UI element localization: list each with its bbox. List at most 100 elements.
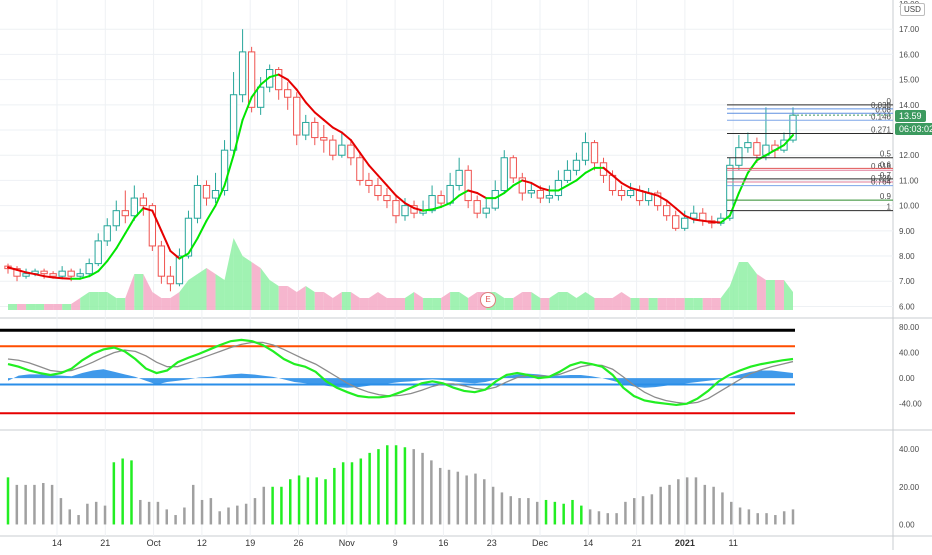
moving-average-segment [413,207,425,212]
candle-body [320,137,328,141]
volume-area [666,298,676,310]
fib-level-label: 0.271 [871,125,892,134]
volume-area [468,292,478,310]
x-tick-label: Nov [339,538,356,548]
candle-body [437,195,445,204]
volume-area [747,262,757,310]
candle-body [563,169,572,181]
currency-badge[interactable]: USD [900,3,925,16]
candle-body [148,205,157,247]
moving-average-segment [638,189,650,195]
candle-body [166,275,175,285]
candle-body [311,121,319,139]
x-tick-label: 14 [52,538,62,548]
candle-body [509,157,517,179]
candle-body [455,169,463,186]
volume-area [35,304,45,310]
price-tick-label: 9.00 [899,227,915,236]
fib-level-label: 1 [887,203,892,212]
moving-average-segment [683,214,695,221]
candle-body [202,184,211,199]
moving-average-segment [674,207,686,217]
moving-average-segment [160,229,172,252]
volume-area [612,292,622,310]
moving-average-segment [647,192,659,197]
moving-average-segment [385,184,397,197]
candle-body [726,164,734,219]
moving-average-segment [710,221,722,224]
moving-average-segment [494,192,506,200]
x-tick-label: 2021 [675,538,695,548]
moving-average-segment [7,266,19,271]
volume-area [648,298,658,310]
moving-average-segment [530,181,542,189]
price-tick-label: 14.00 [899,101,920,110]
candle-body [220,149,229,192]
candle-body [536,190,545,199]
moving-average-segment [25,271,37,276]
moving-average-segment [665,199,677,210]
volume-area [756,274,766,310]
volume-area [386,298,396,310]
moving-average-segment [169,249,181,260]
volume-area [269,280,279,310]
moving-average-segment [349,139,361,154]
moving-average-segment [34,273,46,278]
oscillator-histogram [8,369,793,388]
volume-area [441,292,451,310]
moving-average-segment [196,219,208,240]
candle-body [753,142,761,156]
candle-body [112,210,120,227]
candle-body [229,94,238,151]
volume-area [116,298,126,310]
volume-area [495,292,505,310]
volume-area [684,298,694,310]
earnings-marker[interactable]: E [480,292,496,308]
volume-area [251,262,261,310]
moving-average-segment [431,205,443,211]
x-tick-label: 9 [393,538,398,548]
moving-average-segment [178,252,190,260]
volume-area [62,304,72,310]
x-tick-label: 14 [583,538,593,548]
moving-average-segment [773,144,785,152]
volume-area [657,298,667,310]
moving-average-segment [277,73,289,81]
candle-body [256,86,265,108]
moving-average-segment [268,73,280,79]
moving-average-segment [656,194,668,202]
candle-body [473,200,481,214]
moving-average-segment [764,149,776,157]
volume-area [774,280,784,310]
fib-level-label: 0.9 [880,192,892,201]
candle-body [238,51,247,96]
volume-area [729,262,739,310]
volume-area [89,292,99,310]
oscillator-fast-line [7,338,794,407]
moving-average-segment [259,76,271,86]
moving-average-segment [52,276,64,280]
moving-average-segment [106,247,118,263]
volume-area [323,292,333,310]
candle-body [347,144,355,159]
moving-average-segment [458,189,470,197]
volume-area [630,298,640,310]
moving-average-segment [295,88,307,104]
volume-area [341,292,351,310]
fib-level-label: 0.5 [880,150,892,159]
fib-level-label: 0.6 [880,160,892,169]
moving-average-segment [719,214,731,224]
candle-body [590,142,599,164]
price-tick-label: 11.00 [899,176,919,185]
moving-average-segment [422,208,434,212]
candle-body [284,89,292,98]
volume-area [567,292,577,310]
volume-area [558,292,568,310]
fib-level-label: 0.146 [871,112,892,121]
candle-body [157,245,166,277]
moving-average-segment [205,204,217,222]
volume-area [576,292,586,310]
volume-area [44,304,54,310]
